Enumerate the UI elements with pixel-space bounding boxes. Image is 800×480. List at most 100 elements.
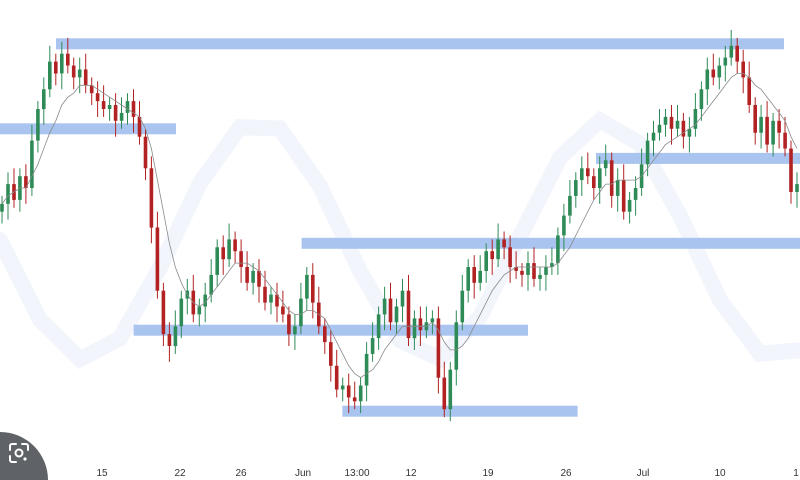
candle-body <box>370 338 375 354</box>
candle <box>376 306 381 350</box>
candle <box>18 168 22 212</box>
candle <box>526 251 530 291</box>
candle-body <box>735 45 739 62</box>
candle-body <box>203 294 207 307</box>
candle <box>496 223 500 267</box>
candle <box>83 53 88 94</box>
candle <box>747 61 751 113</box>
candle <box>442 361 447 418</box>
candle-body <box>729 45 734 58</box>
candle <box>436 306 441 394</box>
candle-body <box>239 251 243 267</box>
candle-body <box>173 326 178 347</box>
candle-body <box>119 112 124 121</box>
candle-body <box>472 267 476 283</box>
candle <box>36 101 40 153</box>
candle-body <box>54 61 58 74</box>
candle-body <box>574 180 578 196</box>
candle <box>717 57 722 90</box>
candle <box>574 172 578 208</box>
candle <box>251 263 255 295</box>
candle <box>472 255 476 299</box>
candle-body <box>42 89 46 110</box>
candle-body <box>789 148 793 192</box>
candle-body <box>651 132 656 141</box>
candle <box>173 310 178 354</box>
candle-body <box>6 184 10 204</box>
candle <box>592 168 596 200</box>
support-resistance-zone <box>301 237 800 249</box>
candle <box>603 144 608 177</box>
candle-body <box>101 101 106 109</box>
candle-body <box>765 116 769 145</box>
candle <box>508 235 512 283</box>
x-tick-label: 1 <box>793 468 799 479</box>
candle <box>191 274 196 323</box>
candle-body <box>508 247 512 268</box>
candle-body <box>580 168 584 181</box>
candle-body <box>329 342 333 366</box>
moving-average-line <box>1 73 798 379</box>
candle-body <box>598 168 602 189</box>
google-lens-button[interactable] <box>0 432 48 480</box>
candle-body <box>454 322 459 370</box>
candle-body <box>795 184 799 192</box>
candle <box>101 85 106 117</box>
candle-body <box>592 176 596 188</box>
candle <box>693 93 698 137</box>
candle <box>42 77 46 125</box>
candle <box>729 30 734 66</box>
candle-body <box>257 270 261 287</box>
candle <box>753 97 757 145</box>
candle-body <box>627 199 632 212</box>
candle-body <box>66 53 70 66</box>
candle-body <box>376 314 381 339</box>
x-tick-label: Jun <box>295 468 311 479</box>
candle-body <box>251 270 255 283</box>
x-axis-ticks: 8 15 22 26 Jun 13:00 12 19 26 Jul 10 1 <box>23 468 799 479</box>
candle <box>412 310 417 350</box>
candle-body <box>305 274 309 299</box>
candle-body <box>741 61 745 78</box>
candle-body <box>747 77 751 105</box>
candle <box>119 97 124 129</box>
candle <box>143 128 148 181</box>
candle <box>239 239 243 283</box>
candle <box>346 373 351 414</box>
candle-body <box>77 69 82 78</box>
candle-body <box>340 385 345 390</box>
candle-body <box>609 160 614 196</box>
candle-body <box>71 65 76 78</box>
x-tick-label: 22 <box>174 468 186 479</box>
candle <box>705 57 710 105</box>
candle <box>400 278 405 323</box>
candle-body <box>723 57 728 66</box>
candle-body <box>323 326 327 343</box>
candle <box>657 109 662 141</box>
candle-body <box>490 251 494 260</box>
candle-body <box>388 298 393 323</box>
candle <box>598 156 602 204</box>
candle <box>89 77 94 105</box>
candle <box>60 41 64 90</box>
x-tick-label: 10 <box>714 468 726 479</box>
candle <box>466 259 470 303</box>
candle <box>544 255 548 291</box>
candle <box>406 274 411 346</box>
candle-body <box>711 69 716 78</box>
background-wave <box>0 110 800 369</box>
candle-body <box>24 176 28 188</box>
candle-body <box>400 290 405 307</box>
candle-body <box>753 105 757 133</box>
candle <box>334 349 339 398</box>
candle-body <box>287 314 291 335</box>
candle <box>795 172 799 208</box>
candle <box>263 270 267 311</box>
x-tick-label: 13:00 <box>344 468 369 479</box>
candle <box>478 255 482 291</box>
candle-body <box>717 65 722 78</box>
candle-body <box>436 318 441 378</box>
candle-body <box>783 132 787 149</box>
candle <box>71 57 76 90</box>
